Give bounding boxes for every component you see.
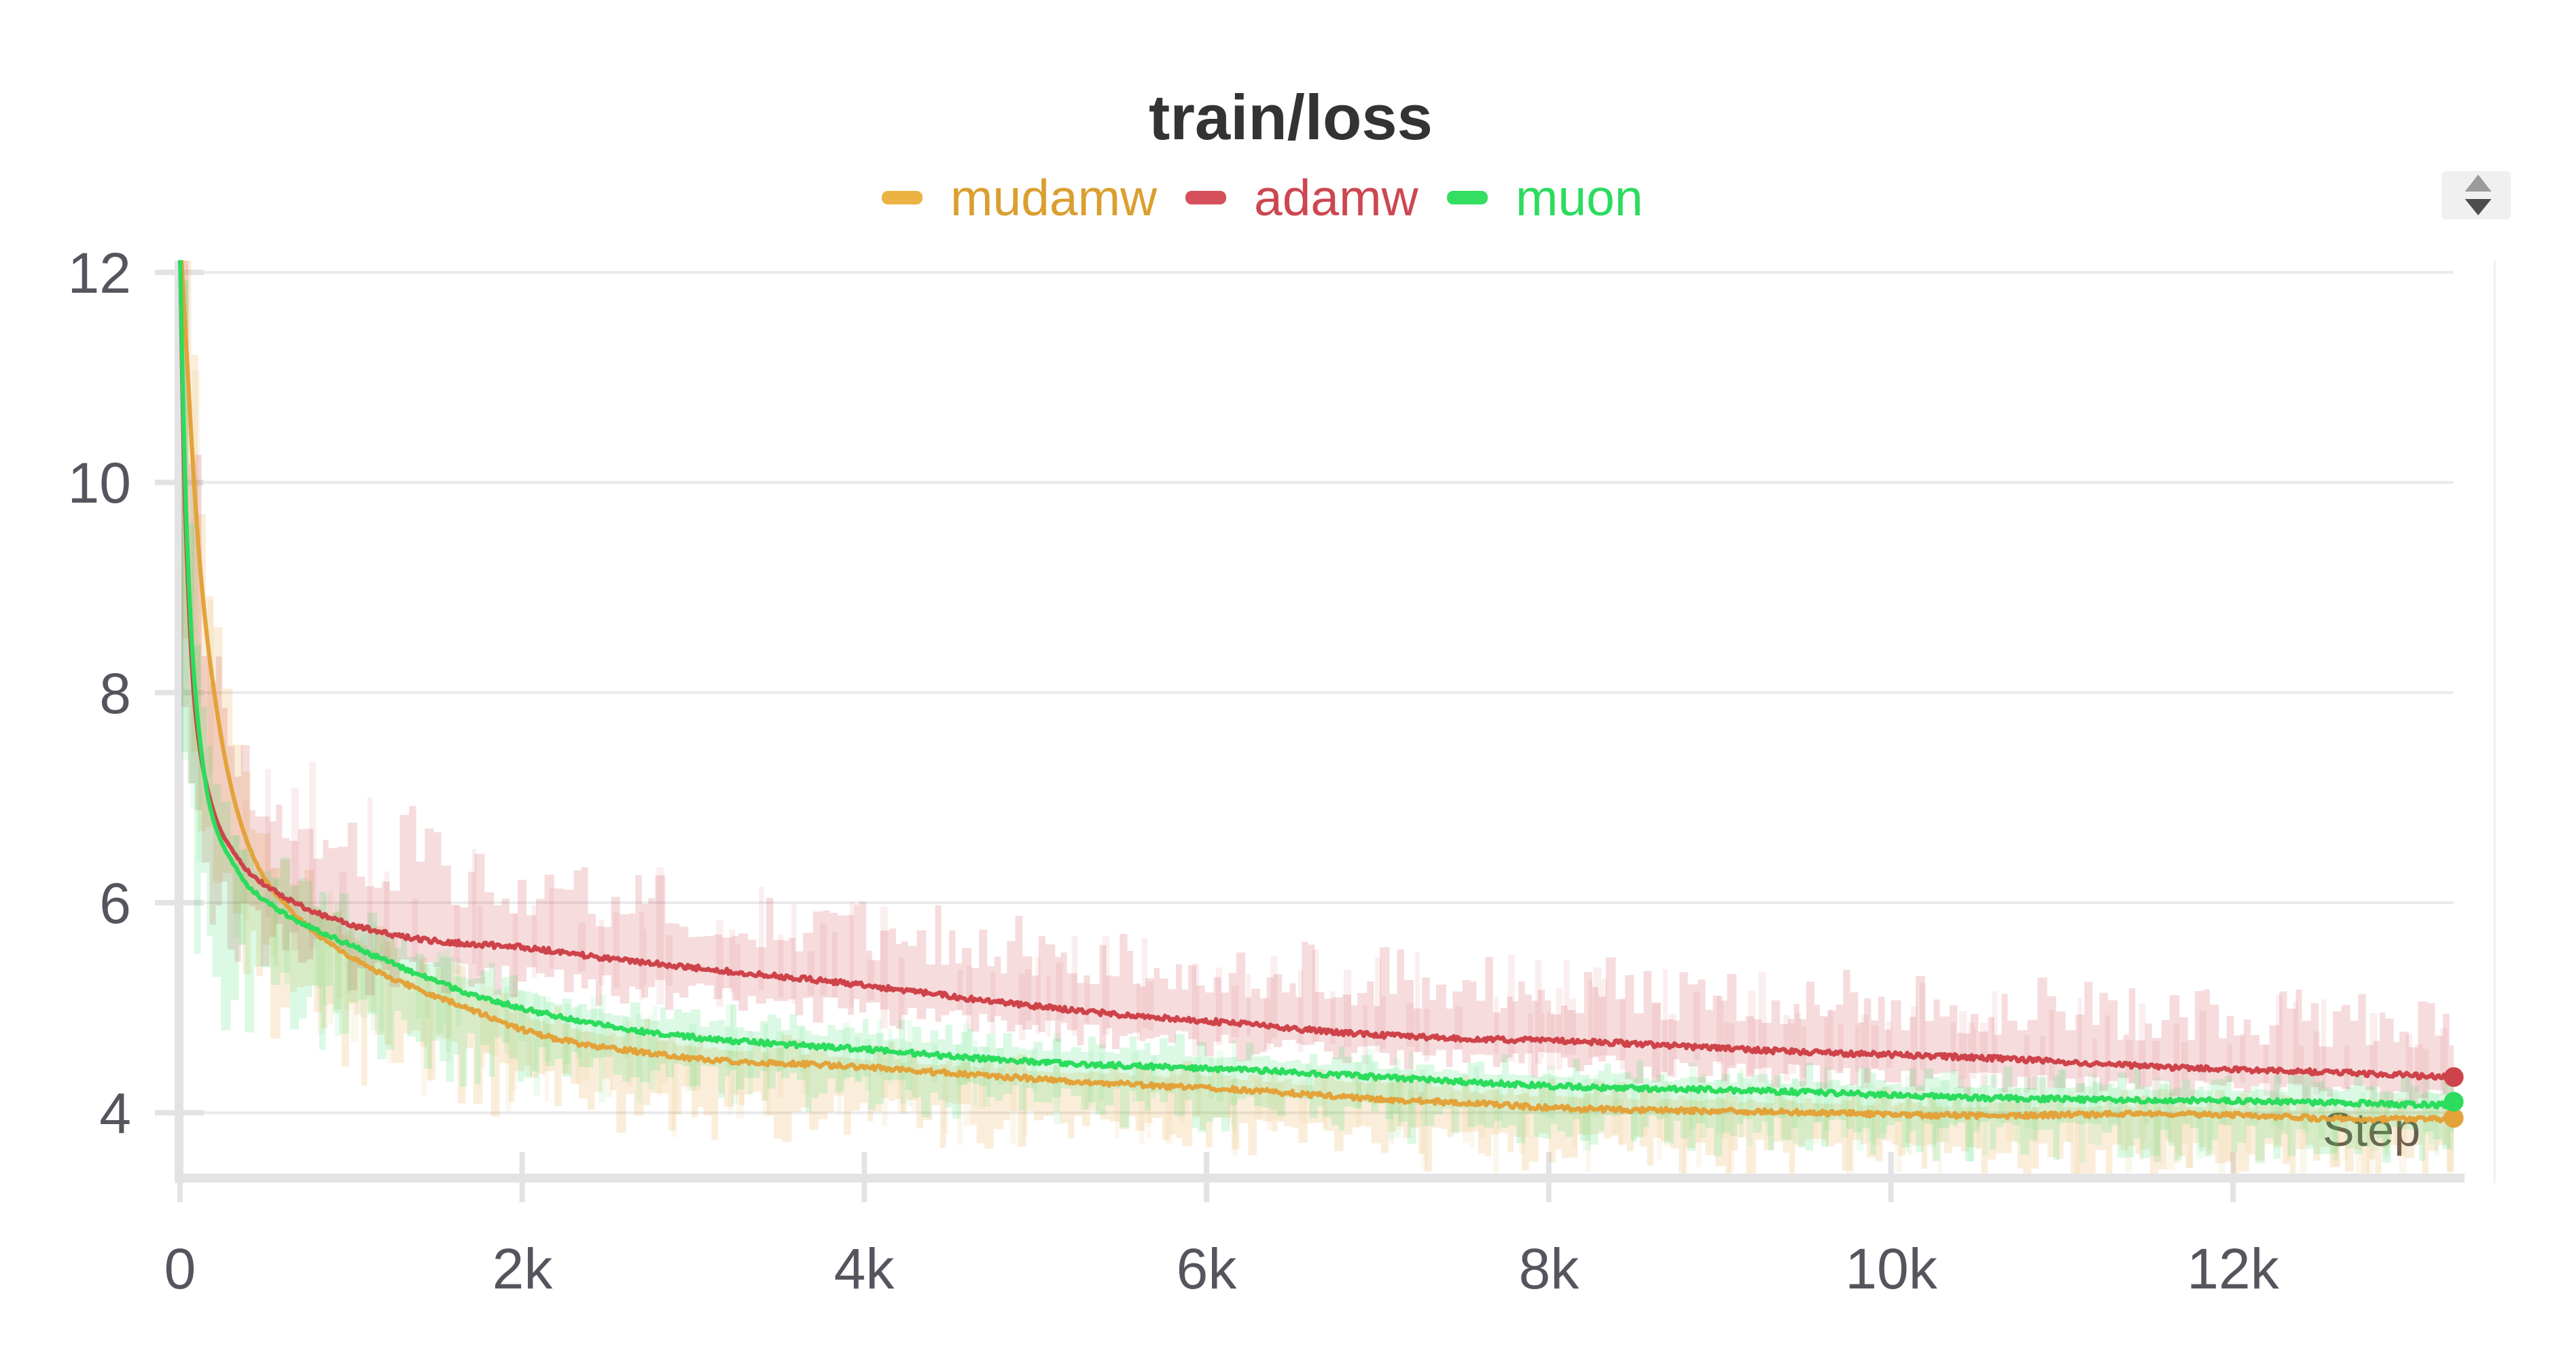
svg-text:6k: 6k: [1177, 1237, 1238, 1301]
svg-text:train/loss: train/loss: [1149, 82, 1433, 153]
svg-text:6: 6: [99, 871, 131, 935]
svg-text:8k: 8k: [1519, 1237, 1580, 1301]
svg-text:12k: 12k: [2187, 1237, 2279, 1301]
svg-text:mudamw: mudamw: [950, 169, 1158, 226]
svg-text:12: 12: [68, 241, 131, 305]
svg-text:Step: Step: [2323, 1103, 2420, 1156]
svg-text:10: 10: [68, 451, 131, 515]
svg-text:muon: muon: [1516, 169, 1643, 226]
svg-text:8: 8: [99, 662, 131, 725]
svg-text:2k: 2k: [493, 1237, 554, 1301]
svg-text:10k: 10k: [1845, 1237, 1937, 1301]
svg-text:4k: 4k: [834, 1237, 895, 1301]
svg-text:0: 0: [164, 1237, 196, 1301]
svg-text:4: 4: [99, 1081, 131, 1145]
svg-text:adamw: adamw: [1254, 169, 1419, 226]
